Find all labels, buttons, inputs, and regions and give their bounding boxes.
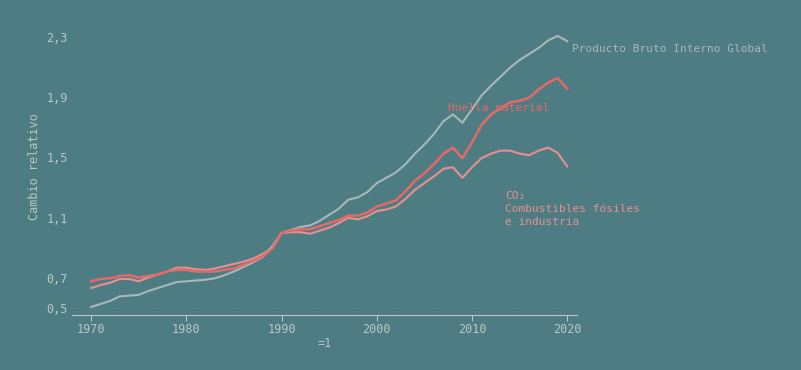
X-axis label: =1: =1 bbox=[317, 337, 332, 350]
Y-axis label: Cambio relativo: Cambio relativo bbox=[28, 113, 41, 220]
Text: CO₂
Combustibles fósiles
e industria: CO₂ Combustibles fósiles e industria bbox=[505, 191, 640, 227]
Text: Huella material: Huella material bbox=[449, 103, 549, 113]
Text: Producto Bruto Interno Global: Producto Bruto Interno Global bbox=[572, 44, 767, 54]
